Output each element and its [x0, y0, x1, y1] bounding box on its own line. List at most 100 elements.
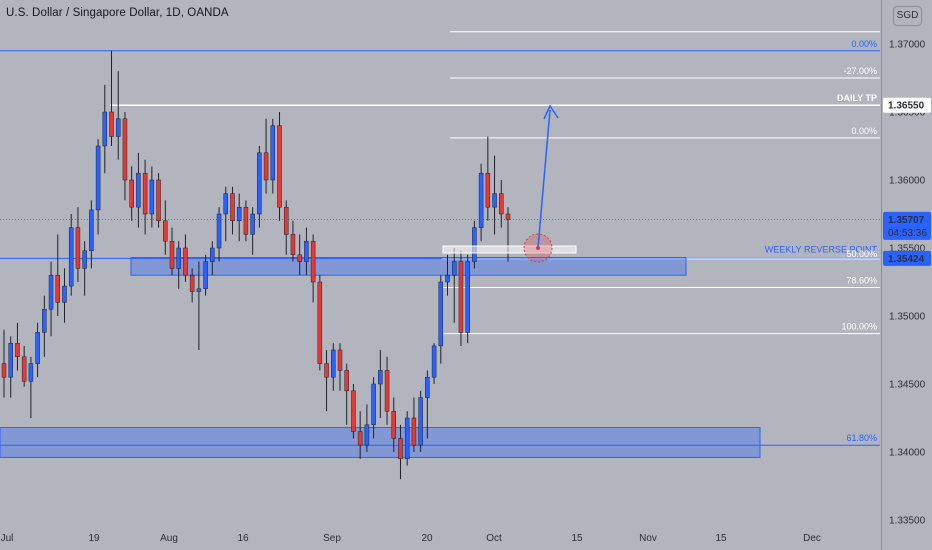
- candle-body: [485, 172, 491, 208]
- level-label: DAILY TP: [837, 93, 877, 103]
- candle-body: [317, 281, 323, 364]
- y-tick-label: 1.34000: [889, 448, 926, 459]
- level-label: 61.80%: [846, 433, 877, 443]
- candle-body: [351, 390, 356, 432]
- candle-body: [364, 424, 370, 446]
- x-tick-label: Oct: [486, 533, 502, 544]
- candle-body: [431, 345, 437, 378]
- candle-body: [223, 193, 229, 215]
- candle-body: [1, 363, 7, 378]
- x-tick-label: 15: [571, 533, 583, 544]
- level-label: -27.00%: [843, 66, 877, 76]
- candle-body: [411, 417, 417, 446]
- candle-body: [203, 261, 208, 290]
- candle-body: [384, 370, 390, 412]
- candle-body: [499, 193, 504, 215]
- price-label-text: 1.36550: [888, 101, 925, 112]
- candle-body: [149, 179, 155, 215]
- level-label: 78.60%: [846, 275, 877, 285]
- candle-body: [15, 342, 20, 358]
- candle-body: [378, 370, 383, 385]
- price-label-text: 1.35707: [888, 215, 925, 226]
- candle-body: [270, 125, 276, 181]
- candle-body: [304, 240, 309, 262]
- candle-body: [28, 363, 34, 382]
- candle-body: [189, 274, 195, 292]
- candle-body: [95, 145, 101, 211]
- candle-body: [277, 125, 282, 208]
- price-labels: 1.36550 1.35707 04:53:36 1.35424: [883, 97, 931, 266]
- x-tick-label: 15: [715, 533, 727, 544]
- candle-body: [75, 227, 81, 269]
- candle-body: [263, 152, 269, 181]
- support-zone: [130, 257, 687, 276]
- price-axis[interactable]: [881, 0, 932, 550]
- price-label-box: [883, 250, 931, 266]
- candle-body: [136, 172, 141, 208]
- candle-body: [42, 308, 47, 333]
- candle-body: [176, 247, 181, 269]
- candle-body: [68, 227, 74, 287]
- candle-body: [35, 332, 40, 364]
- currency-badge[interactable]: SGD: [893, 6, 922, 26]
- x-tick-label: 16: [237, 533, 249, 544]
- candle-body: [196, 288, 202, 292]
- candle-body: [445, 274, 450, 283]
- candle-body: [250, 213, 255, 235]
- candle-body: [418, 397, 423, 446]
- y-tick-label: 1.37000: [889, 40, 926, 51]
- candle-body: [451, 261, 457, 276]
- candle-body: [465, 261, 470, 333]
- level-label: 100.00%: [841, 322, 877, 332]
- candle-body: [109, 111, 114, 137]
- level-label: 0.00%: [851, 39, 877, 49]
- candle-body: [438, 281, 444, 347]
- candle-body: [391, 410, 397, 439]
- x-axis-ticks: Jul 19 Aug 16 Sep 20 Oct Nov 15 Dec 15: [1, 533, 821, 544]
- candle-body: [257, 152, 262, 215]
- candle-body: [492, 193, 497, 208]
- candle-body: [297, 254, 302, 262]
- candle-body: [371, 383, 376, 426]
- candle-body: [21, 356, 27, 382]
- candle-body: [102, 111, 108, 147]
- candle-body: [169, 240, 175, 269]
- x-tick-label: Dec: [803, 533, 821, 544]
- level-label: 50.00%: [846, 249, 877, 259]
- candle-body: [310, 240, 316, 283]
- support-zone: [0, 427, 761, 458]
- zones: [0, 257, 761, 458]
- y-tick-label: 1.35500: [889, 244, 926, 255]
- y-tick-label: 1.35000: [889, 312, 926, 323]
- candle-body: [89, 209, 94, 251]
- y-tick-label: 1.36500: [889, 108, 926, 119]
- candle-body: [163, 220, 168, 242]
- candle-body: [236, 206, 242, 222]
- price-label-box: [883, 97, 931, 113]
- candle-body: [210, 247, 215, 262]
- candle-body: [344, 370, 349, 392]
- candle-body: [115, 118, 121, 137]
- entry-marker-box: [442, 245, 577, 254]
- horizontal-levels: [0, 31, 880, 446]
- level-label: WEEKLY REVERSE POINT: [765, 244, 878, 254]
- x-tick-label: 19: [88, 533, 100, 544]
- projection-arrowhead: [543, 104, 559, 120]
- candle-body: [357, 431, 363, 446]
- candle-body: [142, 172, 148, 215]
- candle-body: [472, 227, 477, 262]
- countdown-text: 04:53:36: [888, 228, 927, 239]
- candle-body: [62, 285, 67, 303]
- y-tick-label: 1.36000: [889, 176, 926, 187]
- candle-body: [82, 250, 87, 269]
- candle-body: [398, 438, 403, 460]
- candle-body: [55, 274, 61, 303]
- price-label-text: 1.35424: [888, 254, 925, 265]
- candle-body: [48, 274, 54, 310]
- candle-body: [290, 234, 296, 256]
- x-tick-label: Sep: [323, 533, 341, 544]
- drawings: [442, 104, 577, 263]
